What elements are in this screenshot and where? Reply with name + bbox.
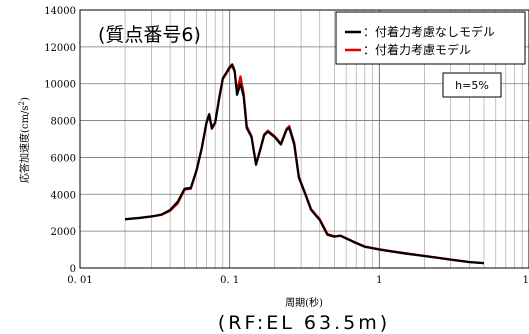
y-tick-label: 2000 — [51, 227, 76, 238]
x-tick-labels: 0. 01 0. 1 1 10 — [67, 275, 529, 286]
x-axis-label: 周期(秒) — [285, 296, 323, 309]
series-line-no-adhesion — [124, 63, 485, 265]
plot-frame — [79, 9, 529, 269]
y-tick-label: 4000 — [51, 190, 76, 201]
legend-label-no-adhesion: ：付着力考慮なしモデル — [363, 24, 495, 39]
x-tick-label: 0. 01 — [67, 275, 92, 286]
chart-title: (質点番号6) — [98, 24, 201, 46]
y-axis-label: 応答加速度(cm/s2) — [18, 97, 31, 183]
y-tick-label: 14000 — [44, 6, 76, 17]
damping-annotation: h=5% — [442, 72, 502, 98]
series-lines — [124, 63, 485, 265]
legend: ：付着力考慮なしモデル ：付着力考慮モデル — [335, 11, 526, 65]
y-tick-label: 8000 — [51, 117, 76, 128]
svg-text:h=5%: h=5% — [455, 79, 489, 92]
series-line-adhesion — [124, 65, 485, 265]
x-tick-label: 10 — [523, 275, 529, 286]
grid-lines — [79, 9, 529, 269]
y-tick-label: 10000 — [44, 80, 76, 91]
chart-caption: (RF:EL 63.5m) — [218, 312, 390, 334]
legend-label-adhesion: ：付着力考慮モデル — [363, 42, 471, 57]
x-tick-label: 1 — [376, 275, 382, 286]
y-tick-labels: 0 2000 4000 6000 8000 10000 12000 14000 — [44, 6, 76, 275]
y-tick-label: 0 — [70, 264, 76, 275]
y-tick-label: 12000 — [44, 43, 76, 54]
y-tick-label: 6000 — [51, 153, 76, 164]
x-tick-label: 0. 1 — [220, 275, 239, 286]
